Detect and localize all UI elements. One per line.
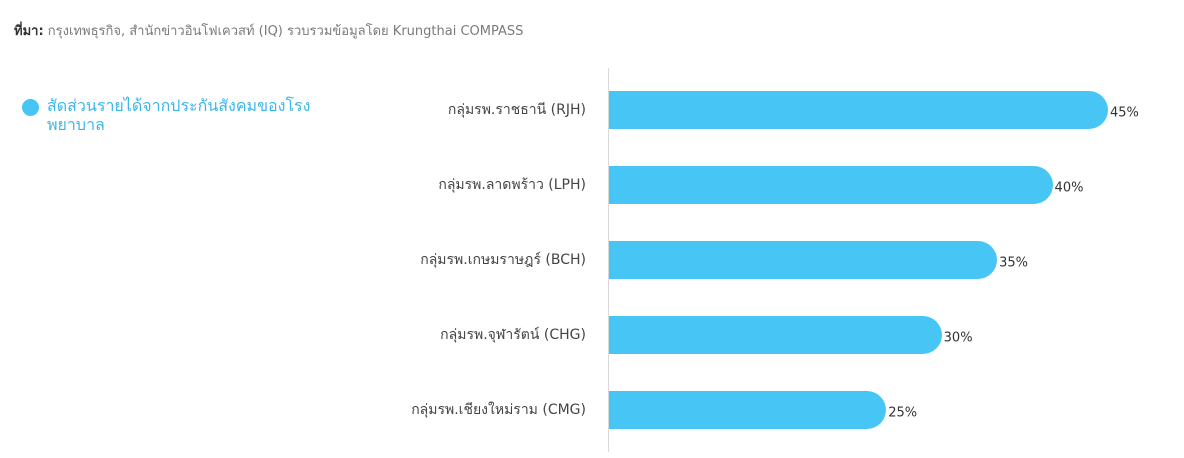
legend-swatch — [22, 99, 39, 116]
bar — [609, 166, 1053, 204]
value-label: 40% — [1054, 180, 1084, 196]
legend: สัดส่วนรายได้จากประกันสังคมของโรงพยาบาล — [22, 96, 352, 134]
value-label: 45% — [1110, 105, 1139, 121]
category-label: กลุ่มรพ.จุฬารัตน์ (CHG) — [440, 327, 586, 343]
value-label: 30% — [943, 330, 973, 346]
bar — [609, 91, 1108, 129]
source-label: ที่มา: — [14, 24, 44, 39]
source-text: กรุงเทพธุรกิจ, สำนักข่าวอินโฟเควสท์ (IQ)… — [47, 24, 524, 39]
category-label: กลุ่มรพ.เชียงใหม่ราม (CMG) — [411, 402, 586, 418]
value-label: 35% — [999, 255, 1029, 271]
legend-label: สัดส่วนรายได้จากประกันสังคมของโรงพยาบาล — [47, 96, 311, 134]
category-label: กลุ่มรพ.ลาดพร้าว (LPH) — [438, 177, 586, 193]
axis-line — [608, 68, 609, 452]
bar — [609, 316, 942, 354]
category-label: กลุ่มรพ.ราชธานี (RJH) — [447, 102, 586, 118]
bar — [609, 241, 998, 279]
bar — [609, 391, 887, 429]
value-label: 25% — [888, 405, 918, 421]
category-label: กลุ่มรพ.เกษมราษฎร์ (BCH) — [420, 252, 586, 268]
source-note: ที่มา: กรุงเทพธุรกิจ, สำนักข่าวอินโฟเควส… — [14, 20, 523, 41]
